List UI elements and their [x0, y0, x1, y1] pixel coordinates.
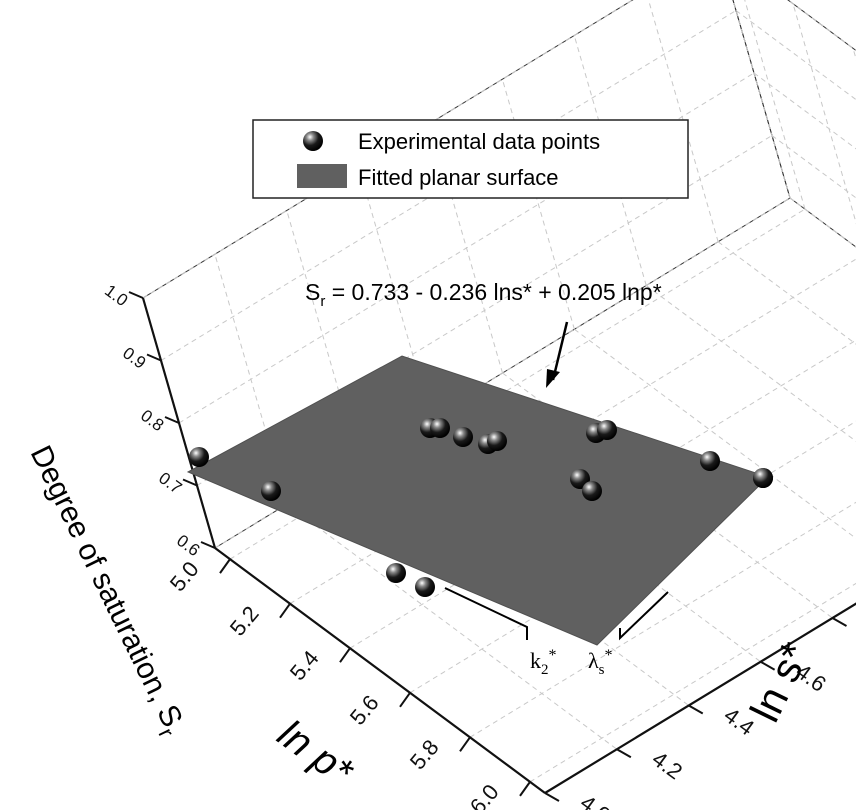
- equation-arrow: [546, 321, 569, 388]
- x-tick-mark: [519, 781, 531, 797]
- x-axis-line: [214, 547, 546, 794]
- grid-line: [787, 0, 856, 52]
- y-tick-mark: [832, 617, 847, 627]
- grid-line: [732, 0, 791, 199]
- y-tick-mark: [616, 748, 632, 759]
- z-tick-mark: [128, 291, 144, 299]
- data-point: [487, 431, 507, 451]
- data-point: [386, 563, 406, 583]
- data-point: [453, 427, 473, 447]
- grid-line: [771, 135, 856, 199]
- lambda-bracket: [619, 591, 669, 641]
- grid-line: [792, 3, 856, 225]
- x-tick-label: 5.4: [285, 646, 324, 686]
- grid-line: [529, 582, 856, 783]
- equation-lhs-sub: r: [320, 293, 325, 310]
- grid-line: [574, 328, 856, 539]
- grid-line: [753, 72, 856, 150]
- x-tick-mark: [399, 692, 411, 708]
- y-tick-label: 4.2: [648, 746, 687, 784]
- legend-sphere-marker: [303, 131, 323, 151]
- z-tick-label: 0.8: [137, 406, 167, 435]
- grid-line: [744, 0, 806, 210]
- legend-surface-marker: [297, 164, 347, 188]
- data-point: [415, 577, 435, 597]
- grid-line: [789, 197, 856, 248]
- x-tick-label: 6.0: [465, 779, 504, 810]
- back-wall-right: [732, 0, 856, 248]
- data-point: [597, 420, 617, 440]
- data-point: [261, 481, 281, 501]
- x-axis-title: ln p*: [270, 712, 362, 795]
- z-tick-mark: [146, 353, 162, 362]
- fitted-planar-surface: [186, 355, 769, 646]
- x-tick-mark: [459, 736, 471, 752]
- x-tick-label: 5.0: [165, 557, 204, 597]
- legend-label-surface: Fitted planar surface: [358, 165, 559, 190]
- grid-line: [502, 372, 833, 619]
- x-tick-label: 5.6: [345, 690, 384, 730]
- data-point: [582, 481, 602, 501]
- z-tick-mark: [200, 541, 216, 549]
- x-tick-mark: [219, 558, 231, 574]
- grid-line: [735, 10, 856, 101]
- legend-label-points: Experimental data points: [358, 129, 600, 154]
- grid-line: [789, 197, 856, 248]
- data-point: [700, 451, 720, 471]
- z-tick-label: 0.6: [173, 531, 203, 560]
- y-tick-mark: [760, 660, 776, 671]
- x-tick-label: 5.2: [225, 601, 264, 641]
- equation-rhs: = 0.733 - 0.236 lns* + 0.205 lnp*: [325, 279, 661, 305]
- x-tick-label: 5.8: [405, 735, 444, 775]
- legend: Experimental data points Fitted planar s…: [252, 119, 689, 199]
- y-tick-label: 4.0: [576, 790, 615, 810]
- equation-lhs: S: [305, 279, 320, 305]
- k2-bracket: [444, 587, 528, 640]
- fitted-surface-polygon: [186, 355, 769, 646]
- grid-line: [286, 210, 360, 461]
- y-tick-mark: [688, 704, 704, 715]
- grid-line: [358, 166, 432, 417]
- z-tick-mark: [164, 416, 180, 424]
- x-tick-mark: [339, 647, 351, 663]
- grid-line: [717, 241, 856, 345]
- legend-box: [252, 119, 689, 199]
- grid-line: [358, 460, 690, 706]
- grid-line: [430, 416, 761, 663]
- grid-line: [647, 0, 719, 242]
- grid-line: [214, 254, 288, 505]
- data-point: [189, 447, 209, 467]
- data-point: [430, 418, 450, 438]
- x-tick-mark: [279, 603, 291, 619]
- fit-equation: Sr = 0.733 - 0.236 lns* + 0.205 lnp*: [305, 279, 662, 310]
- slope-label-lambda-s: λs*: [588, 647, 613, 678]
- data-point: [753, 468, 773, 488]
- y-tick-mark: [544, 792, 560, 802]
- slope-label-k2: k2*: [530, 647, 557, 678]
- z-tick-label: 1.0: [101, 281, 131, 310]
- z-tick-mark: [182, 478, 198, 487]
- z-tick-label: 0.9: [119, 343, 149, 372]
- grid-line: [286, 503, 618, 750]
- data-points: [189, 418, 773, 597]
- z-tick-label: 0.7: [155, 468, 185, 497]
